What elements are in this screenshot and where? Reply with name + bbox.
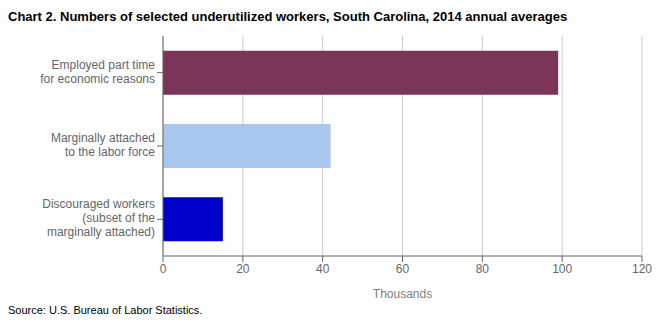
- svg-text:40: 40: [316, 262, 330, 276]
- svg-text:20: 20: [236, 262, 250, 276]
- svg-text:120: 120: [632, 262, 652, 276]
- svg-text:60: 60: [396, 262, 410, 276]
- svg-text:0: 0: [160, 262, 167, 276]
- svg-text:Marginally attachedto the labo: Marginally attachedto the labor force: [51, 131, 155, 159]
- svg-text:Discouraged workers(subset of: Discouraged workers(subset of themargina…: [42, 198, 155, 240]
- html-text:Chart 2. Numbers of selected u: Chart 2. Numbers of selected underutiliz…: [8, 9, 568, 24]
- svg-text:100: 100: [552, 262, 572, 276]
- svg-text:80: 80: [476, 262, 490, 276]
- html-text:Source: U.S. Bureau of Labor S: Source: U.S. Bureau of Labor Statistics.: [8, 304, 203, 316]
- svg-text:Thousands: Thousands: [373, 287, 432, 301]
- svg-text:Employed part timefor economic: Employed part timefor economic reasons: [40, 58, 155, 86]
